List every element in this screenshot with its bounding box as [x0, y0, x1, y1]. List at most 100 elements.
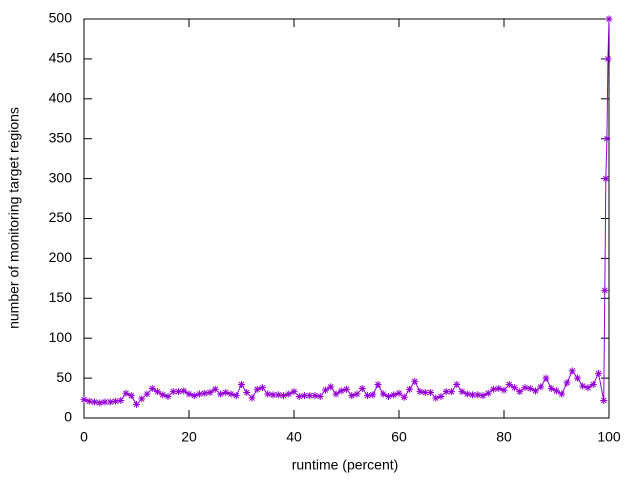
point-marker: [601, 286, 609, 294]
point-marker: [85, 397, 93, 405]
point-marker: [542, 374, 550, 382]
point-marker: [269, 391, 277, 399]
point-marker: [138, 395, 146, 403]
y-tick-label: 0: [64, 409, 72, 425]
point-marker: [295, 392, 303, 400]
point-marker: [605, 15, 613, 23]
point-marker: [589, 380, 597, 388]
point-marker: [448, 388, 455, 396]
point-marker: [432, 394, 440, 402]
point-marker: [180, 387, 188, 395]
point-marker: [537, 383, 545, 391]
point-marker: [290, 388, 298, 396]
x-tick-label: 0: [80, 429, 88, 445]
point-marker: [505, 380, 513, 388]
point-marker: [369, 391, 377, 399]
point-marker: [390, 391, 398, 399]
point-marker: [603, 135, 611, 143]
y-tick-label: 100: [49, 329, 73, 345]
point-marker: [495, 384, 503, 392]
point-marker: [264, 390, 272, 398]
point-marker: [358, 384, 366, 392]
point-marker: [122, 389, 130, 397]
point-marker: [154, 388, 161, 396]
point-marker: [600, 396, 608, 404]
point-marker: [532, 387, 539, 395]
point-marker: [190, 392, 198, 400]
point-marker: [201, 389, 209, 397]
point-marker: [322, 386, 329, 394]
point-marker: [164, 392, 172, 400]
point-marker: [143, 390, 151, 398]
y-tick-label: 400: [49, 90, 73, 106]
point-marker: [148, 384, 156, 392]
point-marker: [206, 388, 214, 396]
point-marker: [427, 388, 434, 396]
point-marker: [243, 388, 251, 396]
point-marker: [469, 391, 476, 399]
point-marker: [117, 396, 125, 404]
point-marker: [112, 397, 119, 405]
point-marker: [96, 399, 104, 407]
point-marker: [285, 390, 293, 398]
point-marker: [253, 385, 261, 393]
y-tick-label: 500: [49, 10, 73, 26]
point-marker: [385, 392, 392, 400]
point-marker: [604, 55, 612, 63]
point-marker: [584, 384, 592, 392]
point-marker: [490, 385, 497, 393]
x-tick-label: 100: [597, 429, 621, 445]
point-marker: [91, 398, 98, 406]
point-marker: [106, 398, 114, 406]
point-marker: [437, 392, 445, 400]
point-marker: [127, 392, 135, 400]
point-marker: [568, 367, 576, 375]
point-marker: [343, 385, 350, 393]
point-marker: [259, 384, 266, 392]
point-marker: [463, 390, 471, 398]
point-marker: [159, 391, 167, 399]
point-marker: [222, 388, 230, 396]
point-marker: [602, 175, 610, 183]
point-marker: [327, 383, 335, 391]
y-tick-label: 200: [49, 249, 73, 265]
point-marker: [379, 390, 387, 398]
point-marker: [169, 388, 177, 396]
point-marker: [553, 387, 560, 395]
point-marker: [238, 380, 245, 388]
point-marker: [274, 391, 282, 399]
point-marker: [353, 390, 361, 398]
point-marker: [500, 386, 508, 394]
point-marker: [80, 396, 88, 404]
point-marker: [484, 389, 492, 397]
point-marker: [175, 388, 182, 396]
point-marker: [332, 390, 340, 398]
y-axis-label: number of monitoring target regions: [6, 107, 22, 329]
x-axis-label: runtime (percent): [292, 457, 399, 473]
point-marker: [563, 379, 571, 387]
point-marker: [479, 392, 487, 400]
point-marker: [348, 392, 356, 400]
point-marker: [364, 392, 371, 400]
x-tick-label: 20: [181, 429, 197, 445]
series-line: [83, 18, 610, 406]
point-marker: [185, 390, 193, 398]
point-marker: [211, 385, 219, 393]
x-tick-label: 60: [391, 429, 407, 445]
point-marker: [311, 392, 319, 400]
point-marker: [558, 390, 566, 398]
point-marker: [101, 398, 109, 406]
point-marker: [453, 380, 461, 388]
point-marker: [316, 392, 324, 400]
point-marker: [196, 390, 203, 398]
point-marker: [516, 388, 524, 396]
point-marker: [526, 384, 534, 392]
y-tick-label: 50: [56, 369, 72, 385]
point-marker: [579, 382, 587, 390]
y-tick-label: 350: [49, 129, 73, 145]
point-marker: [306, 392, 314, 400]
point-marker: [133, 400, 140, 408]
y-tick-label: 250: [49, 209, 73, 225]
point-marker: [337, 387, 345, 395]
